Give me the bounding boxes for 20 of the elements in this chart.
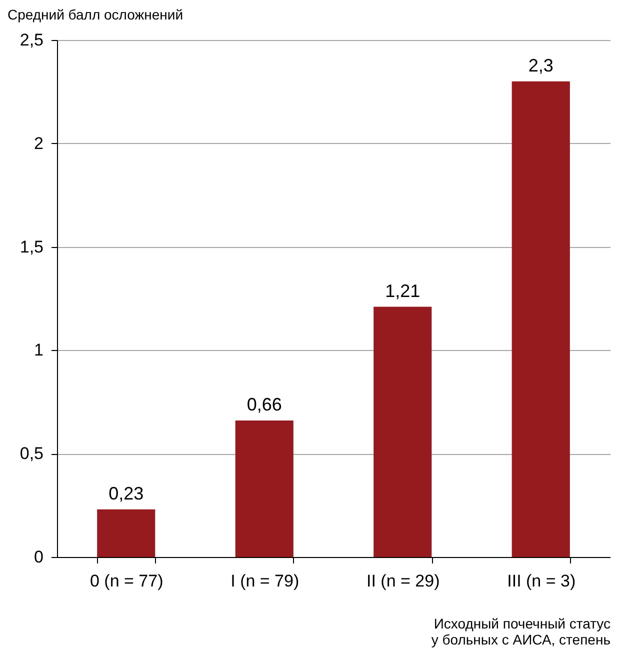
x-tick-label: II (n = 29) [366,572,440,590]
y-tick-label: 2,5 [20,30,44,50]
x-tick-label: I (n = 79) [230,572,300,590]
data-label: 0,23 [108,483,144,504]
y-tick-label: 0,5 [20,444,44,464]
bar [374,306,432,557]
x-axis-title: Исходный почечный статус у больных с АИСА, степень [431,616,610,648]
data-label: 0,66 [246,394,282,415]
data-label: 1,21 [385,280,420,301]
y-axis-title: Средний балл осложнений [8,6,184,22]
bar [97,509,156,557]
x-tick-label: 0 (n = 77) [90,572,164,590]
bar [512,81,570,557]
x-tick-label: III (n = 3) [507,572,576,590]
y-tick-label: 1 [34,340,44,360]
y-tick-label: 0 [34,548,44,566]
bar [235,420,294,557]
y-tick-label: 1,5 [20,237,44,256]
data-label: 2,3 [528,55,554,76]
y-tick-label: 2 [34,134,44,153]
